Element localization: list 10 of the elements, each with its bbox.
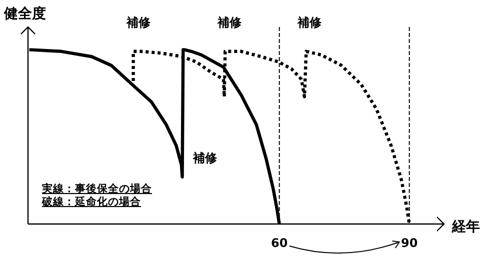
x-tick-label: 60 [270, 236, 288, 250]
x-axis-title: 経年 [451, 219, 480, 235]
annotation: 補修 [192, 150, 218, 165]
annotation: 補修 [125, 15, 152, 30]
annotation: 補修 [296, 15, 322, 30]
y-axis-title: 健全度 [3, 5, 46, 22]
annotation: 破線：延命化の場合 [41, 195, 141, 208]
annotation: 実線：事後保全の場合 [41, 182, 152, 195]
x-tick-label: 90 [400, 236, 418, 250]
annotation: 補修 [216, 15, 242, 30]
